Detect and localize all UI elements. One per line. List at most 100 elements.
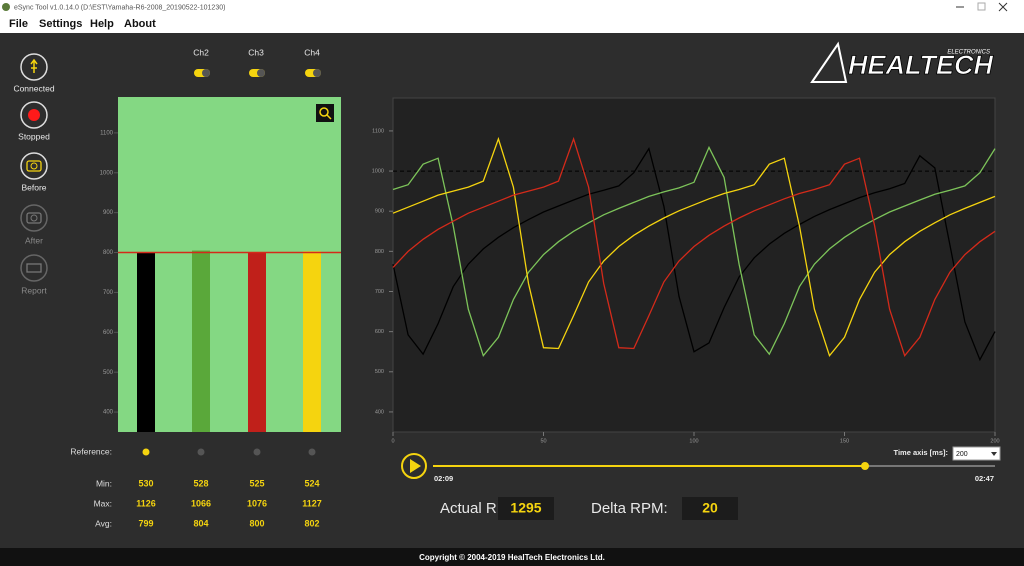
after-button[interactable] [20, 204, 48, 232]
logo-mark [810, 41, 848, 83]
reference-selector [253, 448, 261, 456]
camera-icon [26, 160, 42, 172]
y-tick-label: 600 [103, 330, 114, 336]
y-tick-label: 600 [375, 329, 384, 335]
toggle-knob [202, 69, 210, 77]
connect-button[interactable] [20, 53, 48, 81]
record-icon [28, 109, 40, 121]
bar [192, 250, 210, 432]
time-axis-dropdown[interactable] [952, 446, 1001, 461]
channel-label: Ch4 [304, 47, 320, 57]
y-tick-label: 1100 [372, 128, 384, 134]
y-tick-label: 1100 [100, 130, 114, 136]
y-tick-label: 1000 [100, 170, 114, 176]
bar [137, 252, 155, 432]
stat-label: Min: [96, 478, 112, 488]
reference-label: Reference: [70, 446, 112, 456]
actual-rpm-value: 1295 [510, 500, 541, 516]
channel-label: Ch3 [248, 47, 264, 57]
time-start: 02:09 [434, 474, 453, 483]
y-tick-label: 500 [375, 369, 384, 375]
sidebar: Connected Stopped Before After Report [13, 53, 55, 295]
y-tick-label: 900 [103, 210, 114, 216]
actual-rpm-box [498, 497, 554, 520]
stat-value: 1126 [136, 498, 156, 508]
logo-subtext: ELECTRONICS [947, 50, 990, 56]
toggle-knob [313, 69, 321, 77]
stat-value: 528 [193, 478, 208, 488]
menu-item[interactable]: File [9, 18, 28, 30]
logo-text: HEALTECH [848, 50, 994, 80]
sidebar-label: After [25, 235, 43, 245]
time-axis-label: Time axis [ms]: [894, 448, 948, 457]
sidebar-label: Stopped [18, 131, 50, 141]
stat-value: 1076 [247, 498, 267, 508]
camera-icon [26, 212, 42, 224]
y-tick-label: 400 [375, 409, 384, 415]
printer-icon [26, 263, 42, 273]
footer: Copyright © 2004-2019 HealTech Electroni… [419, 553, 605, 562]
stat-value: 802 [304, 518, 319, 528]
stat-value: 800 [249, 518, 264, 528]
timeline-handle[interactable] [861, 462, 869, 470]
y-tick-label: 800 [375, 249, 384, 255]
play-icon [410, 459, 421, 473]
series-line [392, 136, 996, 358]
maximize-button[interactable] [977, 2, 986, 11]
line-chart-area [392, 97, 996, 433]
sidebar-label: Before [21, 182, 46, 192]
sidebar-label: Report [21, 285, 47, 295]
close-button[interactable] [998, 2, 1008, 12]
y-tick-label: 700 [375, 289, 384, 295]
play-button[interactable] [401, 453, 427, 479]
stat-value: 799 [138, 518, 153, 528]
stat-value: 530 [138, 478, 153, 488]
time-end: 02:47 [975, 474, 994, 483]
zoom-icon [319, 107, 329, 117]
stat-value: 525 [249, 478, 264, 488]
time-axis-value: 200 [956, 451, 968, 458]
camera-lens [30, 214, 38, 222]
stat-value: 804 [193, 518, 208, 528]
x-tick-label: 0 [391, 438, 394, 444]
bar [248, 252, 266, 432]
dropdown-arrow [991, 452, 997, 456]
y-tick-label: 1000 [372, 169, 384, 175]
reference-selector [142, 448, 150, 456]
before-button[interactable] [20, 152, 48, 180]
x-tick-label: 50 [540, 438, 546, 444]
reference-selector [197, 448, 205, 456]
series-line [392, 145, 996, 358]
menu-item[interactable]: About [124, 18, 156, 30]
stat-label: Max: [94, 498, 112, 508]
y-tick-label: 700 [103, 290, 114, 296]
stat-value: 524 [304, 478, 319, 488]
x-tick-label: 100 [689, 438, 698, 444]
y-tick-label: 800 [103, 250, 114, 256]
stat-value: 1127 [302, 498, 322, 508]
window-title: eSync Tool v1.0.14.0 (D:\EST\Yamaha-R6-2… [14, 4, 225, 11]
zoom-icon-handle [326, 114, 332, 120]
menu-item[interactable]: Settings [39, 18, 82, 30]
record-button[interactable] [20, 101, 48, 129]
channel-toggles [194, 69, 321, 77]
delta-rpm-label: Delta RPM: [591, 500, 668, 517]
x-tick-label: 150 [840, 438, 849, 444]
title-bar [0, 0, 1024, 14]
bar [303, 251, 321, 432]
channel-label: Ch2 [193, 47, 209, 57]
toggle-knob [257, 69, 265, 77]
zoom-button[interactable] [316, 104, 334, 122]
app-icon [2, 3, 10, 11]
x-tick-label: 200 [990, 438, 999, 444]
delta-rpm-box [682, 497, 738, 520]
stat-value: 1066 [191, 498, 211, 508]
menu-item[interactable]: Help [90, 18, 114, 30]
menu-bar [0, 14, 1024, 33]
stat-label: Avg: [95, 518, 112, 528]
series-line [392, 146, 996, 362]
y-tick-label: 900 [375, 209, 384, 215]
footer-bar [0, 548, 1024, 566]
report-button[interactable] [20, 254, 48, 282]
